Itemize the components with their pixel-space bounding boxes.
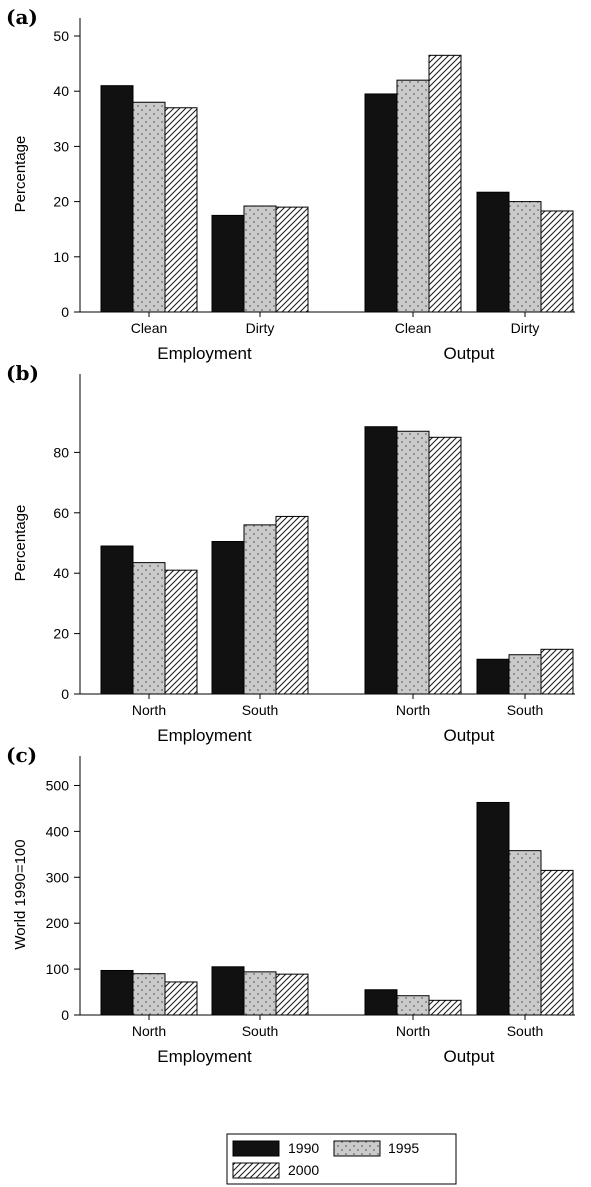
bar-2000-output-south	[540, 869, 574, 1016]
y-tick-label: 300	[46, 869, 70, 885]
category-label: North	[396, 702, 430, 718]
bar-1995-employment-south	[243, 971, 277, 1016]
category-label: North	[396, 1023, 430, 1039]
y-tick-label: 20	[53, 194, 69, 210]
y-tick-label: 200	[46, 915, 70, 931]
legend-swatch-1990	[232, 1140, 280, 1157]
group-label: Output	[443, 1047, 494, 1066]
category-label: South	[507, 702, 544, 718]
bar-1990-employment-clean	[100, 85, 134, 313]
legend: 1990 1995 2000	[226, 1133, 457, 1185]
y-axis-label: World 1990=100	[12, 839, 29, 949]
bar-2000-employment-clean	[164, 107, 198, 313]
category-label: Dirty	[511, 320, 540, 336]
y-tick-label: 0	[61, 1007, 69, 1023]
panel-label: (c)	[6, 743, 37, 767]
bar-1995-output-north	[396, 430, 430, 695]
group-label: Employment	[157, 344, 252, 363]
bar-1995-output-south	[508, 850, 542, 1016]
y-axis-label: Percentage	[12, 136, 29, 213]
y-tick-label: 10	[53, 249, 69, 265]
legend-label-2000: 2000	[288, 1162, 319, 1178]
y-tick-label: 400	[46, 823, 70, 839]
bar-2000-employment-north	[164, 569, 198, 695]
y-tick-label: 40	[53, 565, 69, 581]
chart-panel-3: (c) 0 100 200 300 400 500 World 1990=100 North So…	[6, 743, 575, 1066]
y-tick-label: 100	[46, 961, 70, 977]
bar-1990-output-north	[364, 989, 398, 1016]
category-label: South	[242, 1023, 279, 1039]
y-tick-label: 50	[53, 28, 69, 44]
category-label: North	[132, 1023, 166, 1039]
bar-2000-output-clean	[428, 54, 462, 313]
y-tick-label: 40	[53, 83, 69, 99]
group-label: Output	[443, 344, 494, 363]
bar-1995-employment-north	[132, 562, 166, 695]
category-label: Clean	[395, 320, 432, 336]
y-tick-label: 0	[61, 304, 69, 320]
group-label: Employment	[157, 726, 252, 745]
bar-1995-output-clean	[396, 79, 430, 313]
chart-panel-1: (a) 0 10 20 30 40 50 Percentage Clean Dirty Employ…	[6, 5, 575, 363]
bar-2000-employment-dirty	[275, 206, 309, 313]
bar-1995-output-north	[396, 995, 430, 1016]
bar-1990-employment-north	[100, 545, 134, 695]
y-tick-label: 30	[53, 138, 69, 154]
group-label: Output	[443, 726, 494, 745]
bar-1990-output-south	[476, 801, 510, 1016]
bar-1995-employment-north	[132, 973, 166, 1016]
category-label: South	[507, 1023, 544, 1039]
y-tick-label: 80	[53, 444, 69, 460]
bar-1990-employment-south	[211, 540, 245, 695]
panel-label: (a)	[6, 5, 38, 29]
bar-2000-employment-north	[164, 981, 198, 1016]
bar-2000-employment-south	[275, 973, 309, 1016]
bar-1990-output-north	[364, 426, 398, 695]
y-tick-label: 500	[46, 777, 70, 793]
y-tick-label: 0	[61, 686, 69, 702]
bar-2000-output-north	[428, 999, 462, 1016]
bar-1990-output-clean	[364, 93, 398, 313]
bar-2000-employment-south	[275, 515, 309, 695]
chart-panel-2: (b) 0 20 40 60 80 Percentage North South Employme…	[6, 361, 575, 745]
bar-1995-output-dirty	[508, 201, 542, 313]
bar-1990-employment-dirty	[211, 214, 245, 313]
bar-2000-output-south	[540, 648, 574, 695]
bar-1990-employment-south	[211, 966, 245, 1016]
panel-label: (b)	[6, 361, 39, 385]
bar-1990-output-dirty	[476, 191, 510, 313]
legend-swatch-2000	[232, 1162, 280, 1179]
bar-1995-output-south	[508, 654, 542, 695]
legend-label-1990: 1990	[288, 1140, 319, 1156]
category-label: Clean	[131, 320, 168, 336]
y-tick-label: 60	[53, 505, 69, 521]
category-label: South	[242, 702, 279, 718]
bar-1995-employment-dirty	[243, 205, 277, 313]
legend-label-1995: 1995	[388, 1140, 419, 1156]
bar-1995-employment-clean	[132, 101, 166, 313]
bar-2000-output-north	[428, 436, 462, 695]
group-label: Employment	[157, 1047, 252, 1066]
bar-2000-output-dirty	[540, 210, 574, 313]
category-label: North	[132, 702, 166, 718]
category-label: Dirty	[246, 320, 275, 336]
bar-1990-employment-north	[100, 969, 134, 1016]
y-axis-label: Percentage	[12, 505, 29, 582]
y-tick-label: 20	[53, 626, 69, 642]
bar-1995-employment-south	[243, 524, 277, 695]
bar-1990-output-south	[476, 658, 510, 695]
legend-swatch-1995	[333, 1140, 381, 1157]
